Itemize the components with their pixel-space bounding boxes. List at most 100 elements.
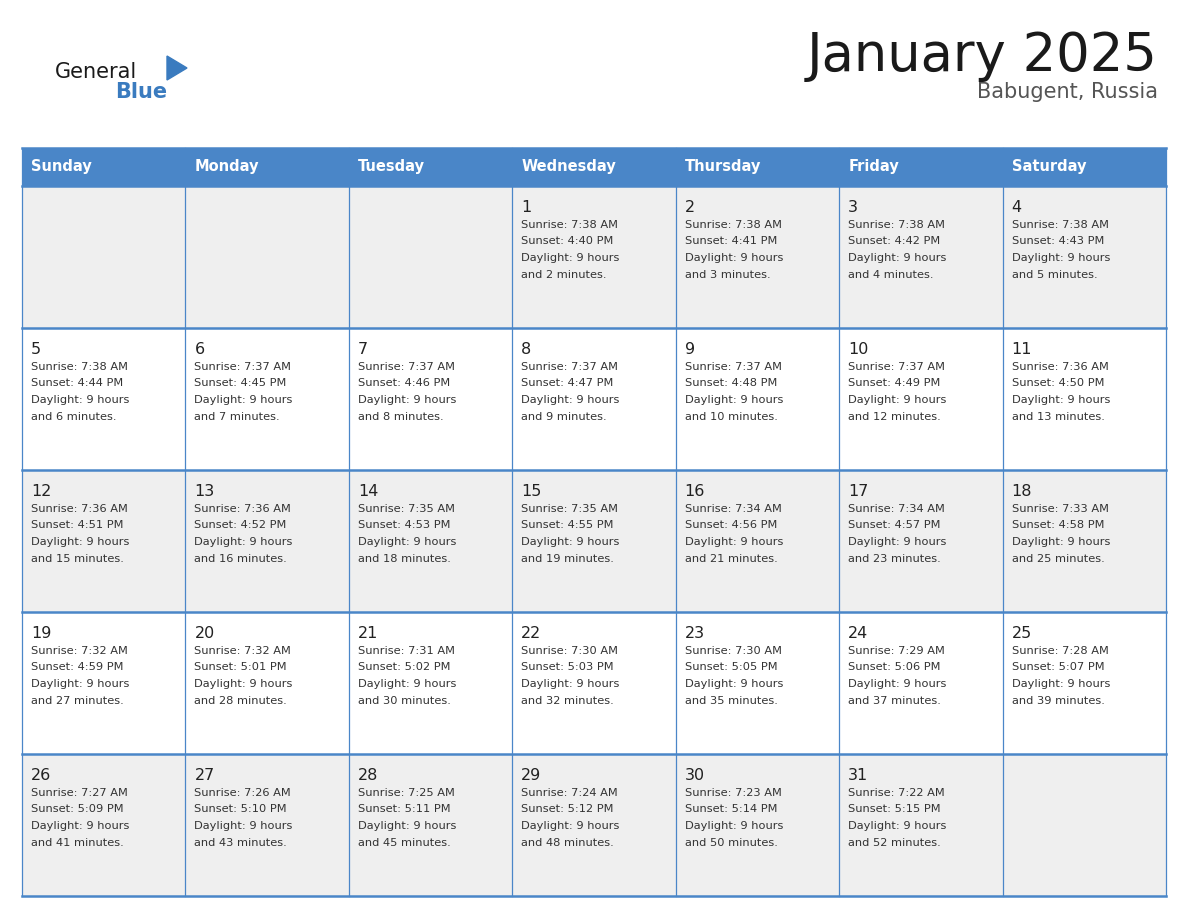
Text: Daylight: 9 hours: Daylight: 9 hours [31, 679, 129, 689]
Text: 16: 16 [684, 484, 706, 499]
Text: Daylight: 9 hours: Daylight: 9 hours [848, 679, 947, 689]
Text: Daylight: 9 hours: Daylight: 9 hours [522, 253, 620, 263]
Text: 28: 28 [358, 768, 378, 783]
Text: Sunset: 5:09 PM: Sunset: 5:09 PM [31, 804, 124, 814]
Text: Sunset: 4:49 PM: Sunset: 4:49 PM [848, 378, 941, 388]
Text: 29: 29 [522, 768, 542, 783]
Text: Sunset: 5:02 PM: Sunset: 5:02 PM [358, 663, 450, 673]
Text: Sunset: 4:48 PM: Sunset: 4:48 PM [684, 378, 777, 388]
Text: 22: 22 [522, 626, 542, 641]
Text: Sunrise: 7:31 AM: Sunrise: 7:31 AM [358, 646, 455, 656]
Text: Sunset: 4:44 PM: Sunset: 4:44 PM [31, 378, 124, 388]
Bar [23, 328, 1165, 470]
Text: Sunrise: 7:28 AM: Sunrise: 7:28 AM [1011, 646, 1108, 656]
Text: 23: 23 [684, 626, 704, 641]
Text: Daylight: 9 hours: Daylight: 9 hours [195, 537, 292, 547]
Text: Sunset: 4:40 PM: Sunset: 4:40 PM [522, 237, 614, 247]
Text: and 37 minutes.: and 37 minutes. [848, 696, 941, 706]
Text: and 7 minutes.: and 7 minutes. [195, 411, 280, 421]
Text: 1: 1 [522, 200, 531, 215]
Text: 4: 4 [1011, 200, 1022, 215]
Text: 11: 11 [1011, 342, 1032, 357]
Text: Sunset: 4:59 PM: Sunset: 4:59 PM [31, 663, 124, 673]
Text: General: General [55, 62, 138, 82]
Text: and 16 minutes.: and 16 minutes. [195, 554, 287, 564]
Text: and 50 minutes.: and 50 minutes. [684, 837, 778, 847]
Text: and 4 minutes.: and 4 minutes. [848, 270, 934, 279]
Text: Sunrise: 7:24 AM: Sunrise: 7:24 AM [522, 788, 618, 798]
Text: Babugent, Russia: Babugent, Russia [977, 82, 1158, 102]
Text: Daylight: 9 hours: Daylight: 9 hours [684, 821, 783, 831]
Text: 12: 12 [31, 484, 51, 499]
Text: Sunset: 5:05 PM: Sunset: 5:05 PM [684, 663, 777, 673]
Text: 14: 14 [358, 484, 378, 499]
Text: and 25 minutes.: and 25 minutes. [1011, 554, 1105, 564]
Text: Daylight: 9 hours: Daylight: 9 hours [848, 537, 947, 547]
Text: and 45 minutes.: and 45 minutes. [358, 837, 450, 847]
Text: Sunset: 4:57 PM: Sunset: 4:57 PM [848, 521, 941, 531]
Text: and 32 minutes.: and 32 minutes. [522, 696, 614, 706]
Text: 2: 2 [684, 200, 695, 215]
Text: Sunset: 5:11 PM: Sunset: 5:11 PM [358, 804, 450, 814]
Text: Sunrise: 7:32 AM: Sunrise: 7:32 AM [195, 646, 291, 656]
Text: and 48 minutes.: and 48 minutes. [522, 837, 614, 847]
Text: Friday: Friday [848, 160, 899, 174]
Text: Sunrise: 7:29 AM: Sunrise: 7:29 AM [848, 646, 944, 656]
Text: Sunrise: 7:25 AM: Sunrise: 7:25 AM [358, 788, 455, 798]
Text: Sunrise: 7:27 AM: Sunrise: 7:27 AM [31, 788, 128, 798]
Text: Sunset: 4:53 PM: Sunset: 4:53 PM [358, 521, 450, 531]
Text: 17: 17 [848, 484, 868, 499]
Text: and 52 minutes.: and 52 minutes. [848, 837, 941, 847]
Text: and 27 minutes.: and 27 minutes. [31, 696, 124, 706]
Text: and 19 minutes.: and 19 minutes. [522, 554, 614, 564]
Text: 24: 24 [848, 626, 868, 641]
Text: 31: 31 [848, 768, 868, 783]
Text: Saturday: Saturday [1011, 160, 1086, 174]
Text: Daylight: 9 hours: Daylight: 9 hours [1011, 679, 1110, 689]
Text: Daylight: 9 hours: Daylight: 9 hours [358, 537, 456, 547]
Text: Daylight: 9 hours: Daylight: 9 hours [684, 395, 783, 405]
Text: Sunset: 5:10 PM: Sunset: 5:10 PM [195, 804, 287, 814]
Text: January 2025: January 2025 [807, 30, 1158, 82]
Text: Sunset: 5:03 PM: Sunset: 5:03 PM [522, 663, 614, 673]
Text: Wednesday: Wednesday [522, 160, 617, 174]
Text: 7: 7 [358, 342, 368, 357]
Text: 30: 30 [684, 768, 704, 783]
Text: Sunrise: 7:26 AM: Sunrise: 7:26 AM [195, 788, 291, 798]
Text: Sunrise: 7:23 AM: Sunrise: 7:23 AM [684, 788, 782, 798]
Text: Sunrise: 7:35 AM: Sunrise: 7:35 AM [522, 504, 618, 514]
Text: and 43 minutes.: and 43 minutes. [195, 837, 287, 847]
Text: and 28 minutes.: and 28 minutes. [195, 696, 287, 706]
Text: Thursday: Thursday [684, 160, 762, 174]
Text: Daylight: 9 hours: Daylight: 9 hours [684, 679, 783, 689]
Bar [23, 754, 1165, 896]
Text: Sunrise: 7:34 AM: Sunrise: 7:34 AM [848, 504, 944, 514]
Text: Daylight: 9 hours: Daylight: 9 hours [1011, 395, 1110, 405]
Text: and 23 minutes.: and 23 minutes. [848, 554, 941, 564]
Text: Daylight: 9 hours: Daylight: 9 hours [195, 679, 292, 689]
Text: Blue: Blue [115, 82, 168, 102]
Text: 18: 18 [1011, 484, 1032, 499]
Text: and 3 minutes.: and 3 minutes. [684, 270, 770, 279]
Polygon shape [168, 56, 187, 80]
Text: Daylight: 9 hours: Daylight: 9 hours [195, 821, 292, 831]
Text: 19: 19 [31, 626, 51, 641]
Text: and 18 minutes.: and 18 minutes. [358, 554, 450, 564]
Text: and 15 minutes.: and 15 minutes. [31, 554, 124, 564]
Bar [23, 148, 1165, 186]
Text: Sunset: 5:07 PM: Sunset: 5:07 PM [1011, 663, 1104, 673]
Text: 13: 13 [195, 484, 215, 499]
Text: Tuesday: Tuesday [358, 160, 425, 174]
Text: Daylight: 9 hours: Daylight: 9 hours [684, 537, 783, 547]
Text: Sunset: 4:41 PM: Sunset: 4:41 PM [684, 237, 777, 247]
Text: and 39 minutes.: and 39 minutes. [1011, 696, 1105, 706]
Text: Sunrise: 7:22 AM: Sunrise: 7:22 AM [848, 788, 944, 798]
Text: 25: 25 [1011, 626, 1032, 641]
Text: and 8 minutes.: and 8 minutes. [358, 411, 443, 421]
Text: Daylight: 9 hours: Daylight: 9 hours [31, 821, 129, 831]
Text: 10: 10 [848, 342, 868, 357]
Text: Sunrise: 7:36 AM: Sunrise: 7:36 AM [195, 504, 291, 514]
Text: Sunrise: 7:36 AM: Sunrise: 7:36 AM [1011, 362, 1108, 372]
Text: Sunrise: 7:38 AM: Sunrise: 7:38 AM [848, 220, 946, 230]
Text: Sunrise: 7:35 AM: Sunrise: 7:35 AM [358, 504, 455, 514]
